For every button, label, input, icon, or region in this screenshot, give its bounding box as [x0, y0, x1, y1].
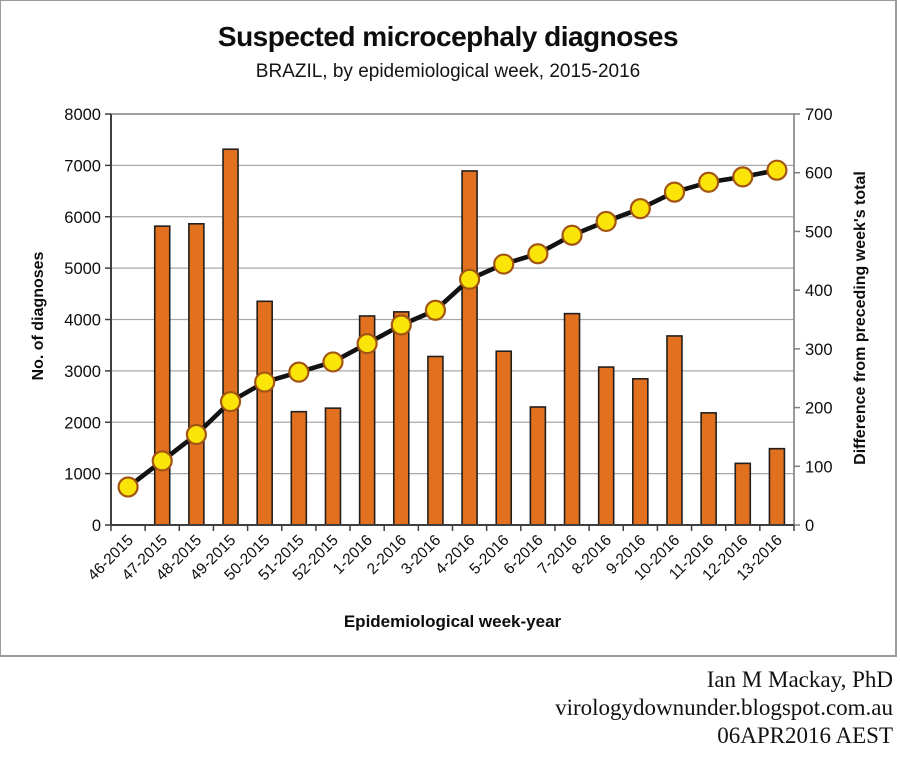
attribution-url: virologydownunder.blogspot.com.au	[555, 695, 893, 720]
marker-10-2016	[663, 181, 686, 203]
right-tick-label: 100	[805, 458, 833, 476]
marker-11-2016	[698, 171, 720, 193]
chart-title: Suspected microcephaly diagnoses	[217, 21, 679, 52]
marker-4-2016	[458, 268, 481, 290]
bar-4-2016	[461, 170, 478, 526]
left-tick-label: 8000	[64, 106, 101, 124]
left-tick-label: 4000	[64, 312, 101, 330]
bar-11-2016	[700, 412, 717, 526]
marker-12-2016	[732, 166, 754, 188]
right-tick-label: 600	[805, 165, 833, 183]
attribution: Ian M Mackay, PhD virologydownunder.blog…	[555, 666, 893, 750]
left-tick-label: 2000	[64, 414, 101, 432]
left-tick-label: 6000	[64, 209, 101, 227]
marker-47-2015	[151, 450, 173, 472]
marker-48-2015	[185, 423, 207, 446]
bar-8-2016	[597, 366, 615, 526]
marker-1-2016	[356, 333, 378, 355]
left-axis-title: No. of diagnoses	[30, 251, 47, 381]
marker-5-2016	[493, 253, 515, 275]
bar-10-2016	[666, 335, 683, 526]
left-tick-label: 5000	[64, 260, 101, 278]
chart-subtitle: BRAZIL, by epidemiological week, 2015-20…	[255, 61, 641, 82]
bar-47-2015	[153, 225, 171, 526]
attribution-author: Ian M Mackay, PhD	[706, 667, 893, 692]
marker-49-2015	[219, 391, 242, 413]
left-tick-label: 1000	[64, 466, 101, 484]
bar-49-2015	[222, 148, 239, 526]
marker-2-2016	[390, 314, 412, 336]
bar-51-2015	[290, 410, 308, 526]
marker-9-2016	[629, 198, 651, 220]
marker-46-2015	[117, 476, 139, 498]
bar-6-2016	[529, 406, 547, 526]
right-tick-label: 0	[805, 517, 814, 535]
bar-13-2016	[768, 447, 786, 526]
left-tick-label: 0	[92, 517, 101, 535]
bar-48-2015	[188, 222, 205, 526]
marker-3-2016	[424, 299, 447, 321]
marker-7-2016	[561, 224, 583, 246]
marker-6-2016	[527, 243, 549, 265]
bar-9-2016	[632, 378, 649, 526]
bar-7-2016	[563, 312, 581, 526]
marker-52-2015	[322, 351, 344, 373]
plot-area: 8000700060005000400030002000100007006005…	[64, 106, 833, 584]
chart-frame: 8000 7000 6000 5000 4000 3000 2000 1000 0 700 600 5…	[0, 0, 897, 657]
marker-51-2015	[288, 361, 310, 383]
bar-5-2016	[495, 350, 513, 526]
right-tick-label: 400	[805, 282, 833, 300]
marker-13-2016	[766, 159, 788, 181]
x-axis-title: Epidemiological week-year	[343, 612, 562, 631]
bar-12-2016	[734, 462, 752, 526]
bar-2-2016	[392, 311, 410, 526]
bar-3-2016	[427, 355, 444, 526]
attribution-date: 06APR2016 AEST	[717, 723, 893, 748]
right-tick-label: 700	[805, 106, 833, 124]
marker-8-2016	[595, 210, 617, 233]
left-tick-label: 3000	[64, 363, 101, 381]
marker-50-2015	[254, 371, 276, 393]
right-tick-label: 500	[805, 223, 833, 241]
left-tick-label: 7000	[64, 157, 101, 175]
right-tick-label: 200	[805, 400, 833, 418]
right-tick-label: 300	[805, 341, 833, 359]
bar-52-2015	[324, 407, 342, 526]
right-axis-title: Difference from preceding week's total	[852, 171, 869, 465]
bar-50-2015	[256, 300, 273, 526]
